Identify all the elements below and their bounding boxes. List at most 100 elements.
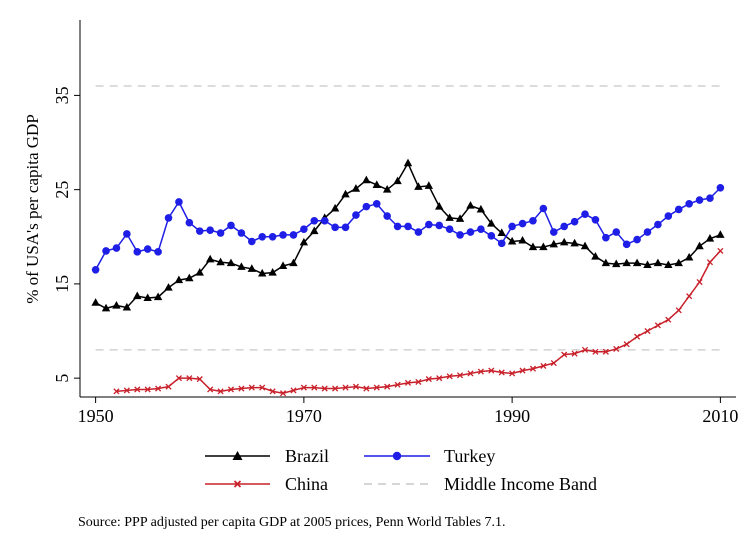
point-china-2007 (686, 293, 693, 300)
point-turkey-1975 (352, 211, 360, 219)
point-brazil-1963 (226, 258, 236, 267)
point-china-1991 (519, 367, 526, 374)
point-brazil-2001 (622, 258, 631, 267)
y-tick-label-35: 35 (52, 86, 72, 104)
point-brazil-2004 (653, 258, 663, 267)
point-turkey-1968 (279, 231, 287, 239)
point-china-1970 (300, 384, 307, 391)
point-turkey-1998 (591, 216, 600, 224)
point-turkey-2000 (612, 228, 621, 236)
point-turkey-1955 (143, 245, 152, 253)
point-china-1967 (269, 388, 276, 395)
point-china-1972 (321, 385, 328, 392)
point-brazil-1976 (362, 175, 371, 184)
y-tick-label-5: 5 (52, 374, 72, 383)
point-turkey-1986 (466, 228, 475, 236)
x-axis-ticks: 1950 1970 1990 2010 (78, 397, 738, 426)
point-turkey-1974 (341, 223, 350, 232)
point-brazil-1959 (185, 273, 194, 282)
series-line-brazil (95, 161, 721, 310)
point-brazil-1960 (195, 267, 204, 276)
legend-label-brazil: Brazil (285, 446, 329, 466)
point-china-1953 (123, 387, 130, 394)
point-brazil-1951 (101, 303, 111, 312)
point-china-2006 (675, 307, 682, 314)
plot-area (91, 85, 725, 397)
point-china-1954 (134, 386, 141, 393)
point-turkey-1951 (102, 247, 110, 255)
point-turkey-1973 (331, 223, 339, 232)
y-tick-label-15: 15 (52, 275, 72, 293)
point-brazil-1962 (216, 257, 225, 266)
point-brazil-1985 (455, 214, 465, 222)
point-brazil-2006 (674, 258, 683, 267)
point-china-1979 (394, 381, 401, 388)
point-turkey-1967 (268, 232, 277, 241)
point-china-1957 (165, 383, 172, 390)
point-brazil-1950 (91, 298, 100, 306)
point-china-1977 (373, 384, 380, 391)
point-china-1987 (477, 368, 484, 375)
point-turkey-1980 (404, 222, 412, 231)
point-turkey-1999 (602, 233, 610, 242)
point-china-1983 (436, 375, 443, 382)
point-turkey-1988 (487, 232, 496, 240)
y-axis-ticks: 5 15 25 35 (52, 86, 80, 383)
point-china-1960 (196, 376, 203, 383)
point-china-1996 (571, 350, 578, 357)
legend-item-turkey: Turkey (364, 446, 495, 466)
point-china-1965 (248, 384, 255, 391)
point-turkey-1959 (185, 218, 194, 227)
point-turkey-1993 (539, 204, 548, 213)
point-china-1988 (488, 367, 495, 374)
point-china-1975 (352, 383, 359, 390)
point-turkey-2004 (654, 220, 662, 229)
point-china-1959 (186, 375, 193, 382)
point-turkey-1958 (175, 198, 183, 206)
point-china-1961 (207, 386, 214, 393)
point-china-1982 (425, 376, 432, 383)
x-tick-label-1990: 1990 (494, 406, 530, 426)
legend-label-china: China (285, 474, 328, 494)
point-china-2008 (696, 278, 703, 286)
point-brazil-1982 (424, 181, 434, 189)
point-brazil-1969 (289, 258, 298, 267)
point-turkey-2008 (695, 196, 704, 204)
legend-marker-brazil (232, 451, 243, 460)
x-tick-label-2010: 2010 (702, 406, 738, 426)
point-turkey-1963 (227, 221, 235, 230)
legend-item-china: China (205, 474, 328, 494)
point-turkey-2003 (643, 228, 652, 236)
point-turkey-1972 (320, 216, 329, 225)
point-brazil-1993 (539, 242, 548, 251)
point-brazil-1954 (133, 291, 142, 300)
point-brazil-1979 (393, 176, 402, 185)
legend-label-middle-income-band: Middle Income Band (444, 474, 597, 494)
point-china-1962 (217, 388, 224, 395)
point-china-1998 (592, 348, 599, 355)
point-china-1966 (259, 384, 266, 391)
point-turkey-2005 (664, 212, 673, 220)
point-china-1964 (238, 385, 245, 392)
point-brazil-1992 (528, 242, 538, 251)
point-china-2000 (613, 345, 620, 352)
point-brazil-1990 (507, 236, 517, 245)
series-line-china (116, 250, 721, 394)
point-china-1955 (144, 386, 151, 393)
point-brazil-1956 (153, 292, 163, 301)
point-turkey-1996 (570, 217, 579, 226)
point-turkey-1990 (508, 222, 516, 231)
point-turkey-1966 (258, 232, 267, 241)
point-brazil-1998 (591, 251, 600, 260)
x-tick-label-1950: 1950 (78, 406, 114, 426)
point-turkey-1956 (154, 248, 162, 256)
point-china-1993 (540, 362, 547, 369)
point-brazil-2003 (643, 260, 652, 269)
point-brazil-1965 (247, 264, 257, 272)
point-turkey-2009 (706, 194, 714, 202)
point-brazil-1967 (268, 267, 277, 276)
legend: Brazil Turkey China Middle Income Band (205, 446, 597, 494)
point-brazil-1977 (372, 180, 381, 188)
point-brazil-2000 (612, 259, 621, 268)
